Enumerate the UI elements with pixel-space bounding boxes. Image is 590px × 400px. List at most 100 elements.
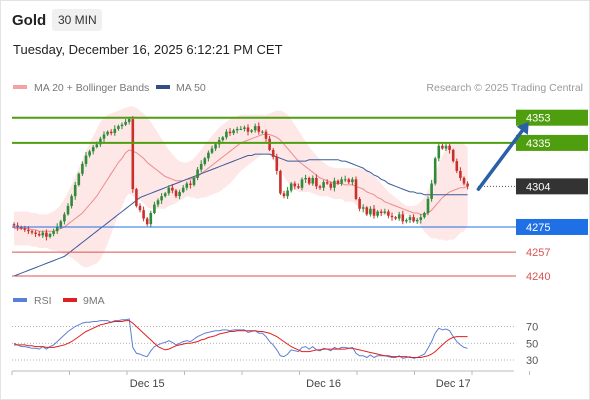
candle-body — [354, 179, 358, 199]
resistance-2-tag — [516, 109, 588, 126]
candle-body — [84, 155, 88, 164]
price-plot: 4353 4335 4304 4275 4257 4240 — [12, 106, 588, 283]
candle-body — [376, 211, 379, 216]
candle-body — [167, 187, 171, 194]
candle-body — [153, 204, 156, 213]
rsi-plot: 30 50 70 — [12, 318, 538, 367]
candle-body — [415, 219, 419, 222]
candle-body — [466, 183, 469, 187]
instrument-name: Gold — [12, 12, 46, 29]
candle-body — [325, 182, 329, 184]
candle-body — [199, 163, 203, 170]
candle-body — [163, 193, 167, 197]
candle-body — [369, 208, 372, 215]
candle-body — [397, 214, 401, 219]
candle-body — [48, 233, 52, 237]
timestamp: Tuesday, December 16, 2025 6:12:21 PM CE… — [13, 42, 283, 57]
candle-body — [253, 126, 257, 131]
candle-body — [408, 217, 412, 220]
candle-body — [120, 124, 124, 127]
candle-body — [394, 217, 397, 219]
candle-body — [268, 138, 271, 150]
candle-body — [142, 210, 145, 219]
rsi-ma-line — [14, 320, 468, 358]
candle-body — [433, 158, 437, 184]
candle-body — [419, 217, 423, 220]
candle-body — [246, 127, 250, 132]
candle-body — [311, 177, 315, 184]
candle-body — [66, 205, 70, 215]
candle-body — [286, 190, 289, 197]
candle-body — [304, 177, 307, 180]
candle-body — [145, 218, 149, 225]
candle-body — [207, 152, 210, 159]
candle-body — [275, 156, 279, 171]
candle-body — [243, 127, 246, 129]
candle-body — [192, 177, 196, 185]
candle-body — [88, 151, 91, 156]
candle-body — [300, 179, 304, 188]
candle-body — [174, 190, 178, 197]
candle-body — [41, 232, 45, 236]
candle-body — [318, 186, 322, 188]
candle-body — [329, 183, 333, 188]
candle-body — [423, 212, 426, 218]
pivot-value: 4275 — [526, 222, 550, 234]
candle-body — [113, 128, 117, 134]
candle-body — [95, 144, 99, 148]
candle-body — [401, 214, 405, 222]
rsi-ma-legend-label: 9MA — [83, 295, 105, 307]
candle-body — [70, 196, 73, 206]
candle-body — [12, 224, 16, 226]
candle-body — [228, 131, 232, 134]
instrument-chip[interactable] — [6, 7, 46, 31]
candle-body — [109, 131, 113, 134]
candle-body — [315, 177, 318, 187]
candle-body — [225, 131, 228, 138]
candle-body — [27, 229, 30, 232]
time-axis: Dec 15 Dec 16 Dec 17 — [11, 371, 530, 390]
candle-body — [412, 217, 415, 222]
candle-body — [23, 228, 27, 230]
candle-body — [189, 183, 192, 185]
resistance-1-value: 4335 — [526, 138, 550, 150]
candle-body — [279, 170, 282, 194]
candle-body — [336, 180, 340, 184]
forecast-arrow-head — [516, 121, 529, 135]
candle-body — [149, 212, 153, 225]
candle-body — [372, 208, 376, 216]
support-2-value: 4240 — [526, 271, 550, 283]
candle-body — [73, 184, 77, 197]
candle-body — [289, 183, 293, 191]
candle-body — [138, 205, 142, 211]
candle-body — [387, 211, 390, 216]
candle-body — [99, 138, 102, 145]
candle-body — [459, 170, 462, 178]
candle-body — [91, 147, 95, 152]
candle-body — [264, 131, 268, 139]
candle-body — [340, 179, 343, 184]
candle-body — [361, 207, 365, 209]
candle-body — [160, 196, 163, 201]
support-1-value: 4257 — [526, 247, 550, 259]
candle-body — [448, 145, 451, 150]
candle-body — [221, 137, 225, 141]
candle-body — [45, 232, 48, 237]
forecast-arrow-shaft — [476, 128, 524, 191]
candle-body — [307, 177, 311, 184]
candle-body — [34, 232, 37, 234]
current-price-tag — [516, 178, 588, 195]
candle-body — [106, 131, 109, 135]
rsi-legend-swatch — [13, 298, 27, 302]
candle-body — [235, 128, 239, 131]
candle-body — [214, 144, 217, 149]
timeframe-chip[interactable] — [52, 9, 102, 31]
candle-body — [81, 163, 84, 174]
candle-body — [365, 207, 369, 215]
candle-body — [37, 233, 41, 236]
candle-body — [210, 148, 214, 153]
candle-body — [282, 193, 286, 197]
candle-body — [383, 211, 387, 213]
candle-body — [379, 211, 383, 213]
